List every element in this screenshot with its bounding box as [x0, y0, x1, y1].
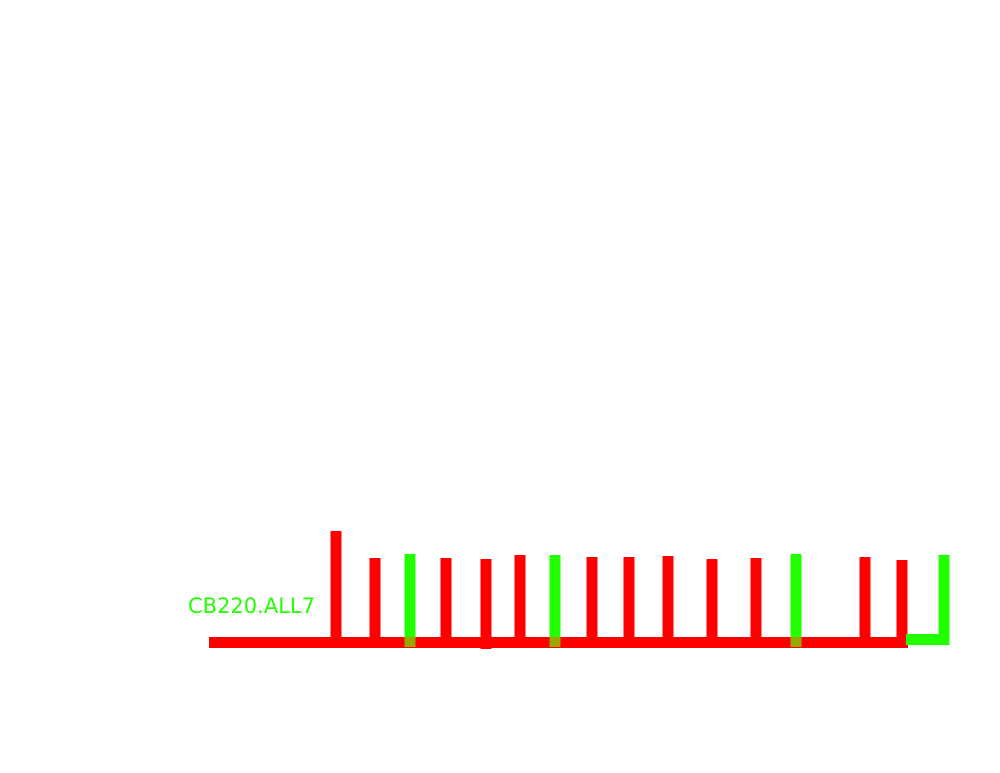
feeder-connector[interactable]: [906, 634, 950, 645]
feeder-branch-1[interactable]: [330, 531, 342, 638]
feeder-branch-13[interactable]: [790, 554, 802, 645]
feeder-junction-3: [404, 637, 416, 647]
feeder-branch-2[interactable]: [369, 558, 381, 638]
feeder-branch-3[interactable]: [404, 554, 416, 645]
branches-group: [330, 531, 950, 649]
feeder-branch-16[interactable]: [938, 555, 950, 645]
feeder-junction-13: [790, 637, 802, 647]
feeder-branch-6[interactable]: [514, 555, 526, 638]
feeder-branch-9[interactable]: [623, 557, 635, 638]
feeder-branch-8[interactable]: [586, 557, 598, 638]
feeder-branch-10[interactable]: [662, 556, 674, 638]
feeder-branch-12[interactable]: [750, 558, 762, 638]
feeder-branch-15[interactable]: [896, 560, 908, 638]
feeder-branch-7[interactable]: [549, 555, 561, 645]
feeder-branch-5[interactable]: [480, 559, 492, 649]
busbar-label: CB220.ALL7: [188, 594, 315, 618]
feeder-branch-14[interactable]: [859, 557, 871, 638]
feeder-branch-4[interactable]: [440, 558, 452, 638]
feeder-junction-7: [549, 637, 561, 647]
feeder-branch-11[interactable]: [706, 559, 718, 638]
